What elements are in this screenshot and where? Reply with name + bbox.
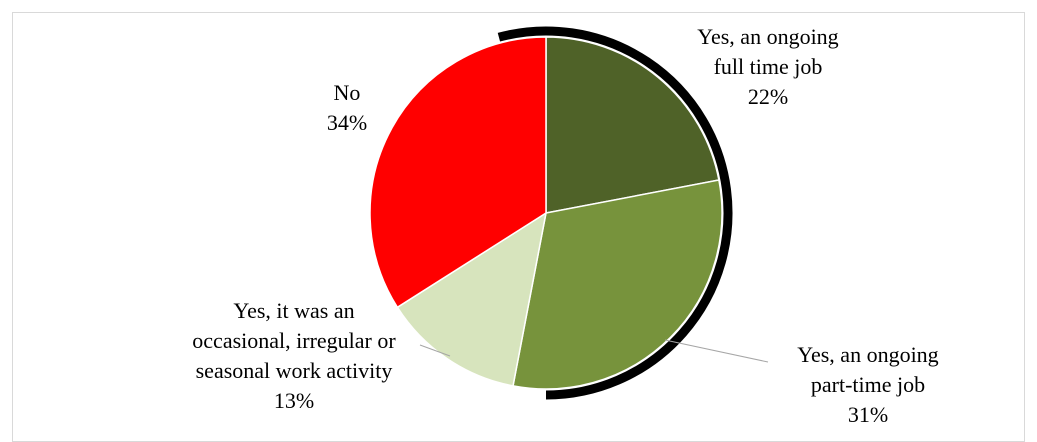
pie-label-2: Yes, it was an occasional, irregular or se… (192, 298, 396, 413)
pie-category-label-3: No (334, 80, 361, 105)
pie-leader-lines (419, 339, 769, 363)
pie-slice-1 (512, 179, 723, 390)
pie-label-0: Yes, an ongoing full time job 22% (697, 24, 838, 109)
pie-value-label-2: 13% (274, 388, 314, 413)
pie-category-label-0: Yes, an ongoing (697, 24, 838, 49)
pie-shadow-ring (497, 26, 733, 400)
pie-category-label-2: seasonal work activity (196, 358, 393, 383)
pie-label-1: Yes, an ongoing part-time job 31% (797, 342, 938, 427)
pie-category-label-2: Yes, it was an (233, 298, 354, 323)
pie-value-label-1: 31% (848, 402, 888, 427)
pie-leader-line-2 (419, 344, 451, 357)
pie-slice-3 (369, 36, 547, 309)
pie-slice-0 (545, 36, 720, 214)
pie-label-3: No 34% (327, 80, 367, 135)
pie-slice-2 (396, 211, 548, 387)
pie-category-label-1: part-time job (811, 372, 925, 397)
pie-value-label-3: 34% (327, 110, 367, 135)
pie-category-label-2: occasional, irregular or (192, 328, 396, 353)
pie-category-label-0: full time job (714, 54, 823, 79)
pie-slices (369, 36, 723, 390)
pie-leader-line-1 (664, 339, 769, 363)
pie-category-label-1: Yes, an ongoing (797, 342, 938, 367)
pie-value-label-0: 22% (748, 84, 788, 109)
